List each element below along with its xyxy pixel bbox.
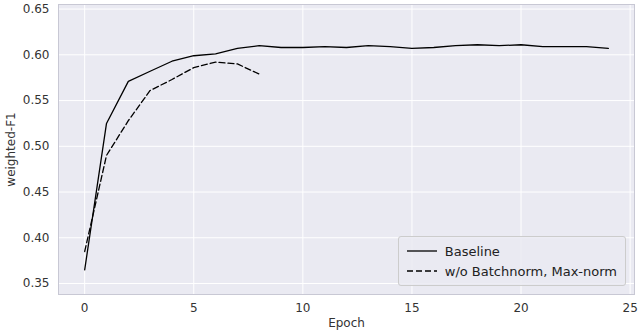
svg-text:weighted-F1: weighted-F1 xyxy=(4,112,18,186)
svg-text:0.50: 0.50 xyxy=(23,139,50,153)
svg-text:0.40: 0.40 xyxy=(23,231,50,245)
html-text:Baseline: Baseline xyxy=(444,243,500,259)
svg-text:0.60: 0.60 xyxy=(23,48,50,62)
svg-text:0: 0 xyxy=(81,301,89,315)
svg-text:0.65: 0.65 xyxy=(23,2,50,16)
svg-text:25: 25 xyxy=(622,301,637,315)
svg-text:0.35: 0.35 xyxy=(23,276,50,290)
svg-text:15: 15 xyxy=(404,301,419,315)
svg-text:0.45: 0.45 xyxy=(23,185,50,199)
svg-text:10: 10 xyxy=(295,301,310,315)
svg-text:Epoch: Epoch xyxy=(328,316,365,330)
svg-text:0.55: 0.55 xyxy=(23,93,50,107)
svg-text:20: 20 xyxy=(513,301,528,315)
html-text:w/o Batchnorm, Max-norm: w/o Batchnorm, Max-norm xyxy=(444,263,617,279)
svg-text:5: 5 xyxy=(190,301,198,315)
